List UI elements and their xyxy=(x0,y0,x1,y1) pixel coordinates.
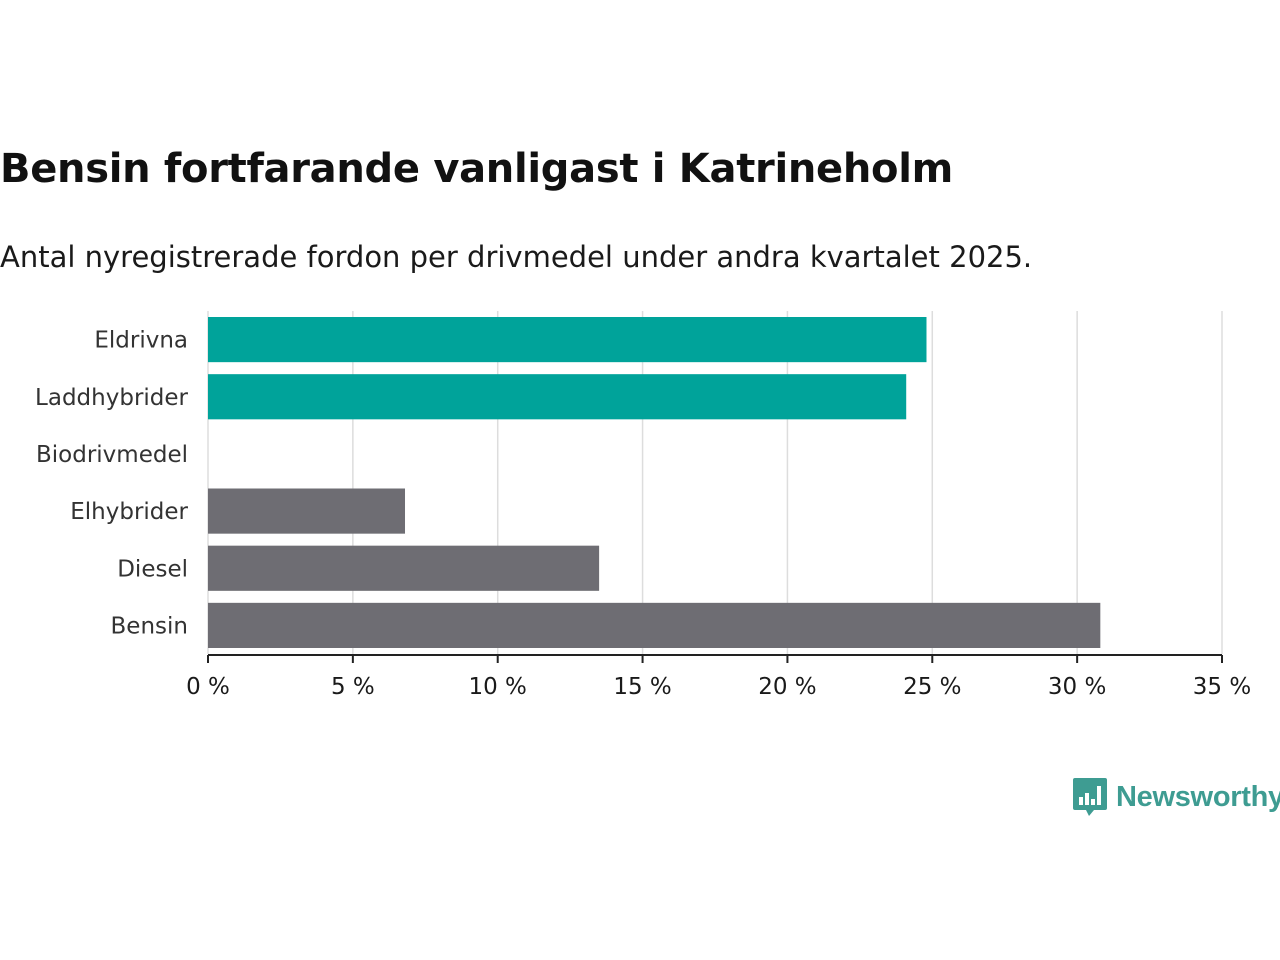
bar-eldrivna xyxy=(208,317,927,363)
x-tick-label: 30 % xyxy=(1048,674,1106,700)
x-tick-label: 10 % xyxy=(468,674,526,700)
x-tick-label: 0 % xyxy=(186,674,230,700)
bar-elhybrider xyxy=(208,488,406,534)
x-tick-label: 35 % xyxy=(1193,674,1251,700)
category-label: Biodrivmedel xyxy=(36,442,188,468)
category-labels: Eldrivna Laddhybrider Biodrivmedel Elhybrid… xyxy=(35,328,188,640)
bar-chart-speech-bubble-icon xyxy=(1073,778,1107,816)
bars xyxy=(208,317,1101,648)
x-tick-label: 20 % xyxy=(758,674,816,700)
x-axis: 0 % 5 % 10 % 15 % 20 % 25 % 30 % 35 % xyxy=(186,654,1251,700)
x-tick-label: 25 % xyxy=(903,674,961,700)
bar-laddhybrider xyxy=(208,374,907,420)
bar-bensin xyxy=(208,602,1101,648)
category-label: Bensin xyxy=(111,613,188,639)
category-label: Diesel xyxy=(117,556,188,582)
grid-lines xyxy=(207,311,1223,654)
x-tick-label: 15 % xyxy=(613,674,671,700)
bar-diesel xyxy=(208,545,600,591)
newsworthy-logo: Newsworthy xyxy=(1072,776,1280,818)
category-label: Elhybrider xyxy=(70,499,188,525)
chart-subtitle: Antal nyregistrerade fordon per drivmede… xyxy=(0,240,1033,274)
brand-name: Newsworthy xyxy=(1116,780,1280,813)
category-label: Eldrivna xyxy=(94,328,188,354)
chart-title: Bensin fortfarande vanligast i Katrineho… xyxy=(0,146,954,192)
x-tick-label: 5 % xyxy=(331,674,375,700)
category-label: Laddhybrider xyxy=(35,385,188,411)
